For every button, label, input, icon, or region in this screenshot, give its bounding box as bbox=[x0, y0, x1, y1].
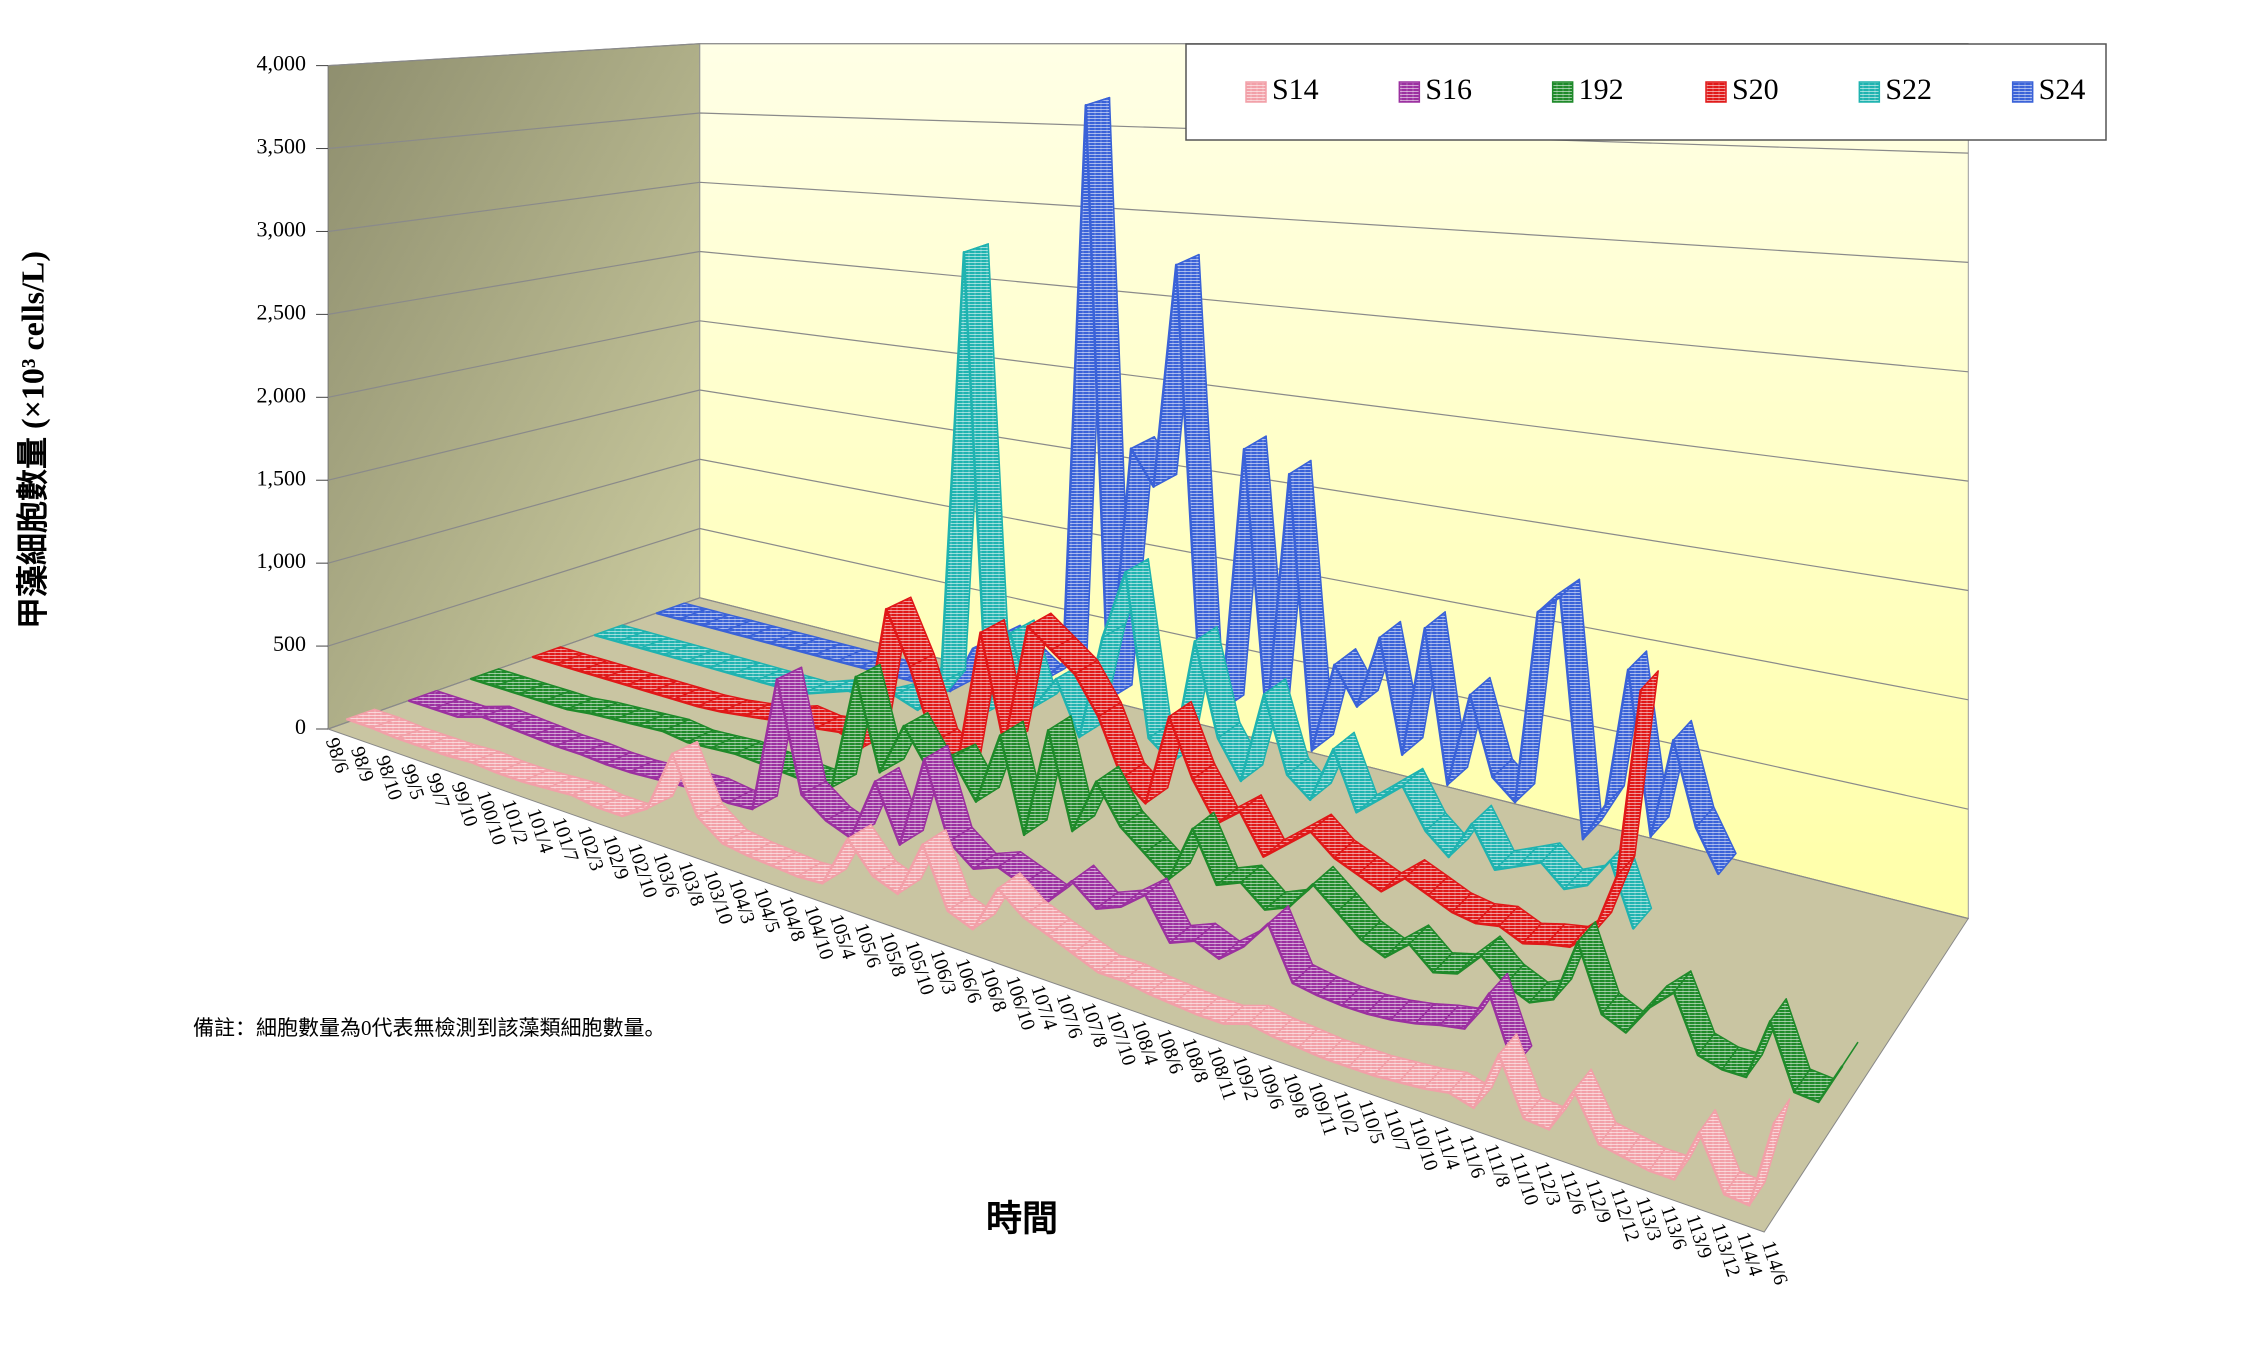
series-line bbox=[408, 677, 1515, 1067]
grid-line bbox=[327, 320, 1969, 482]
legend-label: S24 bbox=[2039, 73, 2086, 106]
grid-line bbox=[327, 389, 1969, 592]
legend-label: S16 bbox=[1425, 73, 1472, 106]
legend-swatch bbox=[1551, 81, 1574, 103]
legend-swatch bbox=[1398, 81, 1421, 103]
y-tick-label: 0 bbox=[295, 714, 306, 739]
legend-box bbox=[1185, 43, 2107, 141]
legend-swatch bbox=[1858, 81, 1881, 103]
legend-label: S20 bbox=[1732, 73, 1779, 106]
y-axis-label: 甲藻細胞數量 (×10³ cells/L) bbox=[14, 251, 50, 629]
legend-swatch bbox=[1245, 81, 1267, 103]
ribbon bbox=[345, 708, 1791, 1207]
note: 備註：細胞數量為0代表無檢測到該藻類細胞數量。 bbox=[193, 1016, 666, 1040]
ribbons bbox=[345, 96, 1859, 1207]
grid-line bbox=[327, 527, 1969, 810]
series-line bbox=[594, 250, 1635, 930]
series-line bbox=[656, 103, 1720, 875]
x-axis-label: 時間 bbox=[986, 1198, 1058, 1238]
grid-line bbox=[327, 250, 1969, 373]
y-tick-label: 1,500 bbox=[257, 465, 307, 490]
y-tick-label: 3,500 bbox=[257, 134, 307, 159]
grid-line bbox=[327, 597, 1969, 920]
y-tick-label: 1,000 bbox=[257, 548, 307, 573]
legend-swatch bbox=[1705, 81, 1727, 103]
legend-label: S14 bbox=[1272, 73, 1319, 106]
legend-swatch bbox=[2011, 81, 2034, 103]
legend: S14 S16 192 S20 S22 S24 bbox=[1245, 73, 2086, 106]
y-tick-label: 2,000 bbox=[257, 382, 307, 407]
legend-label: S22 bbox=[1885, 73, 1932, 106]
y-tick-label: 500 bbox=[273, 631, 306, 656]
ribbon bbox=[531, 596, 1659, 949]
series-line bbox=[346, 717, 1776, 1207]
series-line bbox=[532, 607, 1642, 949]
grid-line bbox=[328, 181, 1969, 263]
legend-label: 192 bbox=[1579, 73, 1624, 106]
y-tick-label: 2,500 bbox=[257, 299, 307, 324]
ribbon bbox=[407, 666, 1533, 1068]
y-tick-label: 3,000 bbox=[257, 217, 307, 242]
y-tick-label: 4,000 bbox=[257, 51, 307, 76]
